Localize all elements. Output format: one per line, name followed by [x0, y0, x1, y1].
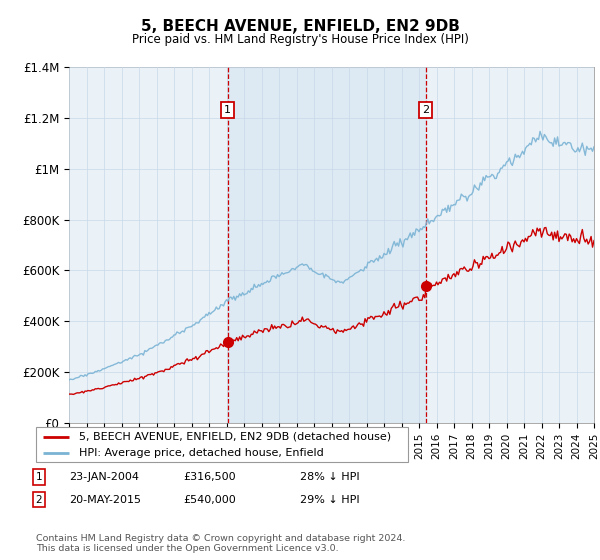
Text: 5, BEECH AVENUE, ENFIELD, EN2 9DB: 5, BEECH AVENUE, ENFIELD, EN2 9DB: [140, 20, 460, 34]
Text: 1: 1: [224, 105, 231, 115]
Text: £316,500: £316,500: [183, 472, 236, 482]
Text: 23-JAN-2004: 23-JAN-2004: [69, 472, 139, 482]
Text: 20-MAY-2015: 20-MAY-2015: [69, 494, 141, 505]
Text: £540,000: £540,000: [183, 494, 236, 505]
Text: 5, BEECH AVENUE, ENFIELD, EN2 9DB (detached house): 5, BEECH AVENUE, ENFIELD, EN2 9DB (detac…: [79, 432, 391, 442]
Text: 2: 2: [35, 494, 43, 505]
Text: 2: 2: [422, 105, 429, 115]
Text: 28% ↓ HPI: 28% ↓ HPI: [300, 472, 359, 482]
Text: 1: 1: [35, 472, 43, 482]
Bar: [228, 67, 425, 423]
Text: Contains HM Land Registry data © Crown copyright and database right 2024.
This d: Contains HM Land Registry data © Crown c…: [36, 534, 406, 553]
Text: Price paid vs. HM Land Registry's House Price Index (HPI): Price paid vs. HM Land Registry's House …: [131, 32, 469, 46]
Text: HPI: Average price, detached house, Enfield: HPI: Average price, detached house, Enfi…: [79, 447, 323, 458]
Text: 29% ↓ HPI: 29% ↓ HPI: [300, 494, 359, 505]
